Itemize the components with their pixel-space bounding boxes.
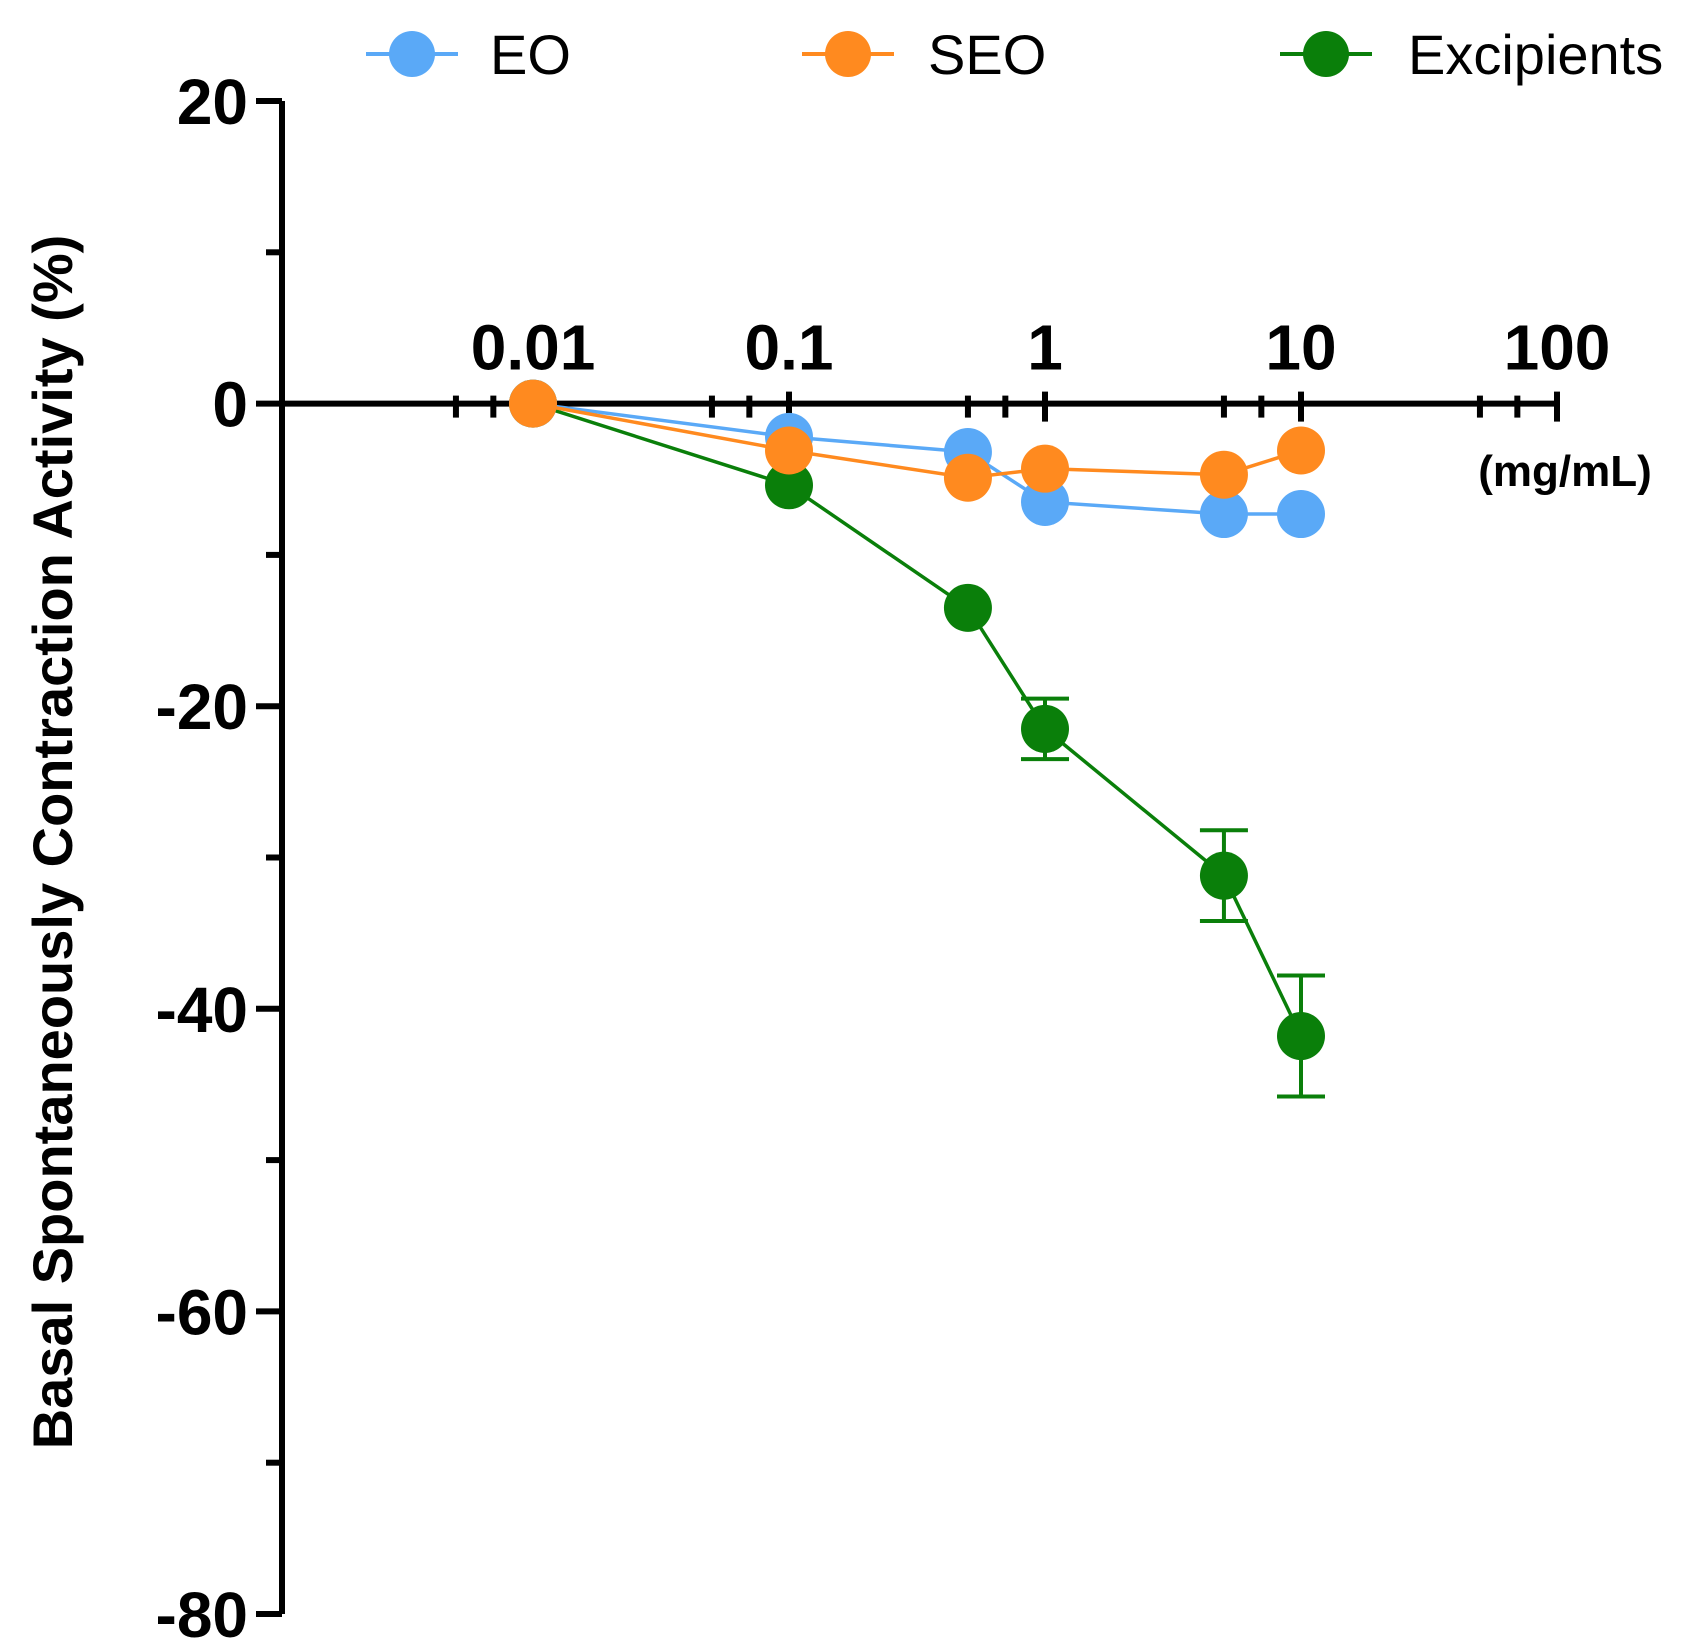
y-tick-label: -40	[156, 974, 249, 1046]
series-line	[532, 401, 1303, 1037]
legend-item-seo: SEO	[802, 23, 1046, 86]
x-axis-unit-label: (mg/mL)	[1478, 447, 1652, 496]
y-tick-label: 0	[212, 369, 248, 441]
data-point	[1277, 490, 1325, 539]
data-point	[765, 461, 813, 510]
y-axis: 20 0 -20 -40 -60 -80	[156, 66, 285, 1646]
data-point	[1021, 477, 1069, 526]
data-point	[509, 379, 557, 428]
data-point	[943, 453, 992, 502]
legend-marker	[825, 31, 871, 77]
legend-label: SEO	[928, 23, 1046, 86]
data-point	[1199, 490, 1248, 539]
data-point	[943, 583, 992, 632]
legend-marker	[389, 31, 435, 77]
data-point	[1199, 450, 1248, 499]
legend-item-excipients: Excipients	[1280, 23, 1663, 86]
data-point	[1199, 851, 1248, 900]
x-tick-label: 10	[1265, 312, 1336, 384]
x-tick-label: 100	[1504, 312, 1611, 384]
data-point	[1021, 444, 1069, 493]
y-tick-label: -60	[156, 1276, 249, 1348]
x-tick-label: 0.01	[471, 312, 596, 384]
x-tick-label: 1	[1027, 312, 1063, 384]
y-axis-label: Basal Spontaneously Contraction Activity…	[21, 235, 84, 1450]
series-excipients	[509, 379, 1325, 1099]
y-tick-label: 20	[177, 66, 248, 138]
x-tick-label: 0.1	[745, 312, 834, 384]
legend-label: EO	[490, 23, 571, 86]
data-point	[1277, 1012, 1325, 1061]
x-axis: 0.01 0.1 1 10 100	[282, 312, 1610, 422]
y-tick-label: -80	[156, 1579, 249, 1646]
data-point	[1021, 704, 1069, 753]
legend: EO SEO Excipients	[366, 23, 1663, 86]
data-point	[1277, 426, 1325, 475]
data-point	[765, 426, 813, 475]
y-tick-label: -20	[156, 671, 249, 743]
legend-label: Excipients	[1408, 23, 1663, 86]
series-seo	[509, 379, 1325, 502]
legend-marker	[1303, 31, 1349, 77]
series-layer	[509, 379, 1325, 1099]
legend-item-eo: EO	[366, 23, 571, 86]
series-line	[532, 401, 1301, 516]
